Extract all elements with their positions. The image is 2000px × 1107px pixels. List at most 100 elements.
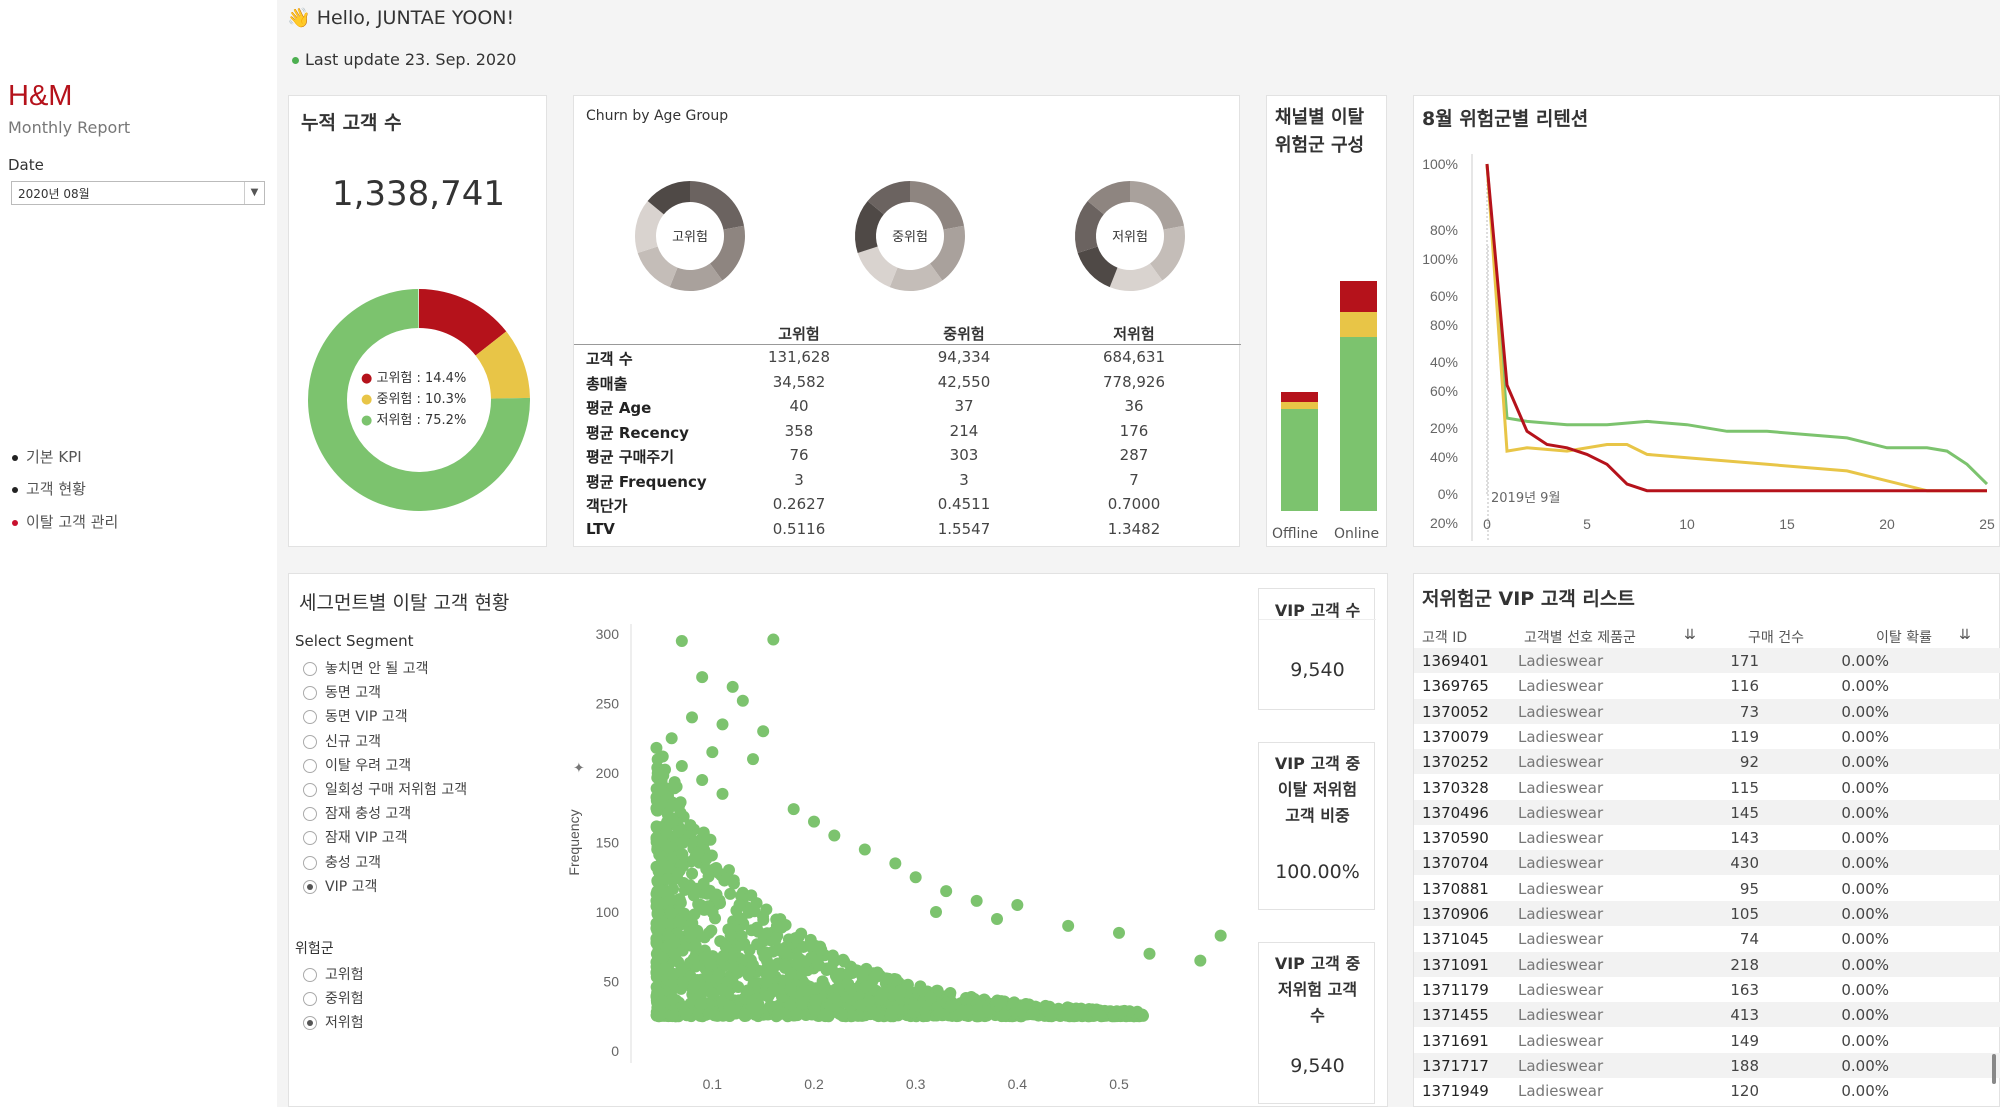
table-row[interactable]: 1370906 Ladieswear 105 0.00% [1414, 901, 2000, 926]
risk-option[interactable]: 중위험 [303, 988, 453, 1008]
scatter-point [651, 874, 664, 887]
segment-option[interactable]: 일회성 구매 저위험 고객 [303, 779, 503, 799]
table-row[interactable]: 1370704 Ladieswear 430 0.00% [1414, 850, 2000, 876]
scatter-point [889, 857, 902, 870]
purchase-count: 95 [1739, 879, 1759, 898]
vip-low-count-value: 9,540 [1290, 1055, 1345, 1077]
scatter-point [672, 825, 685, 838]
segment-option[interactable]: 동면 VIP 고객 [303, 706, 503, 726]
table-row[interactable]: 1370079 Ladieswear 119 0.00% [1414, 724, 2000, 749]
radio-icon[interactable] [303, 879, 317, 894]
scatter-point [779, 946, 792, 959]
channel-label-online: Online [1334, 526, 1380, 542]
customer-id: 1371949 [1422, 1082, 1489, 1101]
risk-donut-chart [308, 289, 530, 511]
nav-item-kpi[interactable]: 기본 KPI [12, 446, 82, 467]
card-title: Churn by Age Group [586, 108, 729, 124]
radio-icon[interactable] [303, 968, 317, 982]
risk-option[interactable]: 저위험 [303, 1012, 453, 1032]
scatter-point [962, 1004, 975, 1017]
purchase-count: 145 [1730, 803, 1759, 822]
segment-option[interactable]: 신규 고객 [303, 731, 503, 751]
churn-probability: 0.00% [1841, 980, 1889, 999]
scatter-point [696, 773, 709, 786]
table-row[interactable]: 1371717 Ladieswear 188 0.00% [1414, 1052, 2000, 1078]
row-label: 총매출 [586, 374, 628, 393]
scrollbar-thumb[interactable] [1992, 1054, 1996, 1084]
table-row[interactable]: 1371949 Ladieswear 120 0.00% [1414, 1078, 2000, 1103]
x-tick: 0.4 [1008, 1076, 1028, 1092]
table-row[interactable]: 1371045 Ladieswear 74 0.00% [1414, 926, 2000, 951]
radio-icon[interactable] [303, 686, 317, 701]
segment-option[interactable]: 충성 고객 [303, 852, 503, 872]
scatter-point [1061, 1007, 1074, 1020]
segment-option[interactable]: 이탈 우려 고객 [303, 755, 503, 775]
segment-option[interactable]: 잠재 VIP 고객 [303, 827, 503, 847]
churn-probability: 0.00% [1841, 854, 1889, 873]
cell-value: 303 [949, 446, 979, 464]
nav-item-churn[interactable]: 이탈 고객 관리 [12, 511, 118, 532]
purchase-count: 143 [1730, 829, 1759, 848]
table-row[interactable]: 1370328 Ladieswear 115 0.00% [1414, 775, 2000, 800]
radio-icon[interactable] [303, 710, 317, 725]
table-row[interactable]: 1371179 Ladieswear 163 0.00% [1414, 977, 2000, 1002]
segment-option[interactable]: 동면 고객 [303, 682, 503, 702]
line-high [1485, 163, 1987, 493]
radio-icon[interactable] [303, 758, 317, 773]
table-row[interactable]: 1369401 Ladieswear 171 0.00% [1414, 648, 2000, 673]
table-row[interactable]: 1370496 Ladieswear 145 0.00% [1414, 799, 2000, 825]
age-donut-slice [709, 225, 745, 281]
scatter-point [924, 991, 937, 1004]
preferred-category: Ladieswear [1518, 829, 1604, 848]
radio-icon[interactable] [303, 807, 317, 822]
sort-icon[interactable]: ⇊ [1684, 627, 1696, 643]
card-title: 누적 고객 수 [301, 112, 402, 134]
table-row[interactable]: 1371691 Ladieswear 149 0.00% [1414, 1028, 2000, 1053]
bar-online-mid [1340, 312, 1377, 337]
churn-probability: 0.00% [1841, 930, 1889, 949]
radio-icon[interactable] [303, 855, 317, 870]
radio-icon[interactable] [303, 992, 317, 1007]
table-row[interactable]: 1371455 Ladieswear 413 0.00% [1414, 1002, 2000, 1028]
age-donut-label: 저위험 [1112, 230, 1148, 245]
y-tick: 0% [1438, 486, 1458, 502]
table-row[interactable]: 1369765 Ladieswear 116 0.00% [1414, 673, 2000, 698]
segment-option[interactable]: 잠재 충성 고객 [303, 803, 503, 823]
table-row[interactable]: 1370052 Ladieswear 73 0.00% [1414, 698, 2000, 724]
radio-icon[interactable] [303, 734, 317, 749]
card-title: 8월 위험군별 리텐션 [1422, 108, 1589, 130]
x-tick: 0.3 [906, 1076, 926, 1092]
purchase-count: 218 [1730, 955, 1759, 974]
sidebar: H&M Monthly Report Date 2020년 08월 ▼ 기본 K… [0, 0, 277, 1107]
sort-icon[interactable]: ⇊ [1959, 627, 1971, 643]
radio-icon[interactable] [303, 831, 317, 846]
chevron-down-icon[interactable]: ▼ [244, 182, 264, 204]
nav-item-label: 이탈 고객 관리 [26, 513, 119, 531]
risk-option[interactable]: 고위험 [303, 964, 453, 984]
scatter-point [668, 782, 681, 795]
scatter-point [661, 872, 674, 885]
scatter-point [1014, 1004, 1027, 1017]
card-title-line: 위험군 구성 [1275, 135, 1365, 156]
table-row[interactable]: 1370881 Ladieswear 95 0.00% [1414, 876, 2000, 901]
segment-option[interactable]: VIP 고객 [303, 876, 503, 896]
table-row[interactable]: 1370252 Ladieswear 92 0.00% [1414, 749, 2000, 775]
scatter-point [828, 991, 841, 1004]
table-row[interactable]: 1371091 Ladieswear 218 0.00% [1414, 951, 2000, 977]
segment-option[interactable]: 놓치면 안 될 고객 [303, 658, 503, 678]
nav-item-customers[interactable]: 고객 현황 [12, 478, 86, 499]
table-row[interactable]: 1370590 Ladieswear 143 0.00% [1414, 825, 2000, 850]
churn-age-card: Churn by Age Group 고위험 중위험 저위험 고위험 중위험 저위험… [573, 95, 1241, 547]
nav-item-label: 기본 KPI [26, 448, 82, 466]
legend-mid-text: 중위험 : 10.3% [376, 392, 467, 407]
select-segment-label: Select Segment [295, 632, 414, 650]
preferred-category: Ladieswear [1518, 905, 1604, 923]
pin-icon[interactable]: ✦ [573, 761, 585, 777]
date-dropdown[interactable]: 2020년 08월 ▼ [11, 181, 265, 205]
radio-icon[interactable] [303, 662, 317, 676]
scatter-point [674, 894, 687, 907]
table-row: 평균 Age 40 37 36 [574, 394, 1241, 418]
radio-icon[interactable] [303, 1016, 317, 1031]
greeting-text: 👋 Hello, JUNTAE YOON! [287, 7, 515, 29]
radio-icon[interactable] [303, 783, 317, 797]
